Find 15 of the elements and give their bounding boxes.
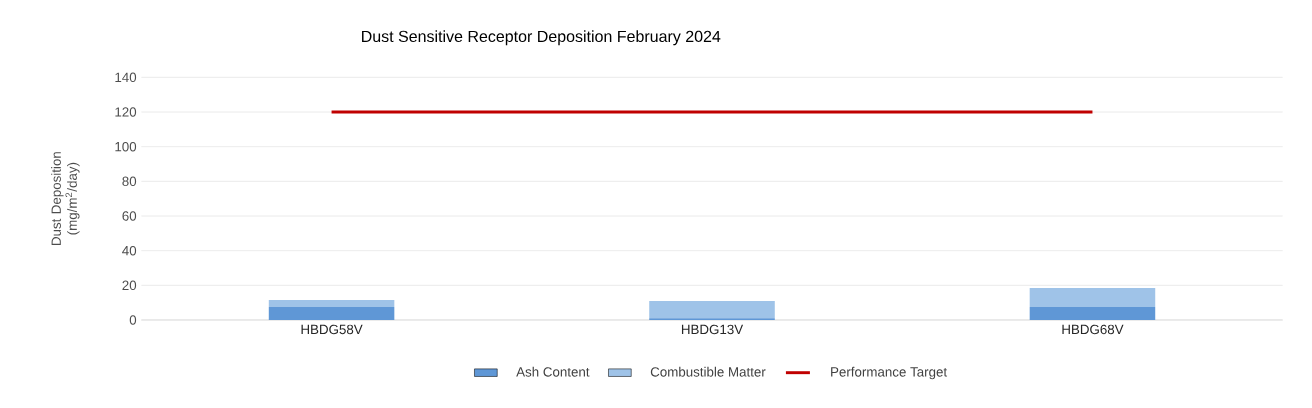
legend-label: Performance Target (831, 366, 948, 380)
y-tick-label: 0 (129, 315, 137, 325)
y-tick-label: 80 (122, 176, 137, 187)
legend-label: Combustible Matter (650, 366, 766, 377)
x-tick-label: HBDG13V (681, 324, 744, 335)
legend-label: Ash Content (516, 366, 590, 377)
y-tick-label: 100 (115, 141, 137, 152)
y-tick-label: 60 (122, 211, 137, 221)
y-tick-label: 140 (115, 72, 137, 83)
y-tick-label: 20 (122, 280, 137, 291)
chart-title: Dust Sensitive Receptor Deposition February 2024 (362, 30, 721, 46)
y-tick-label: 40 (122, 245, 137, 256)
x-tick-label: HBDG58V (301, 324, 363, 335)
y-tick-label: 120 (115, 107, 137, 117)
x-tick-label: HBDG68V (1062, 324, 1124, 335)
